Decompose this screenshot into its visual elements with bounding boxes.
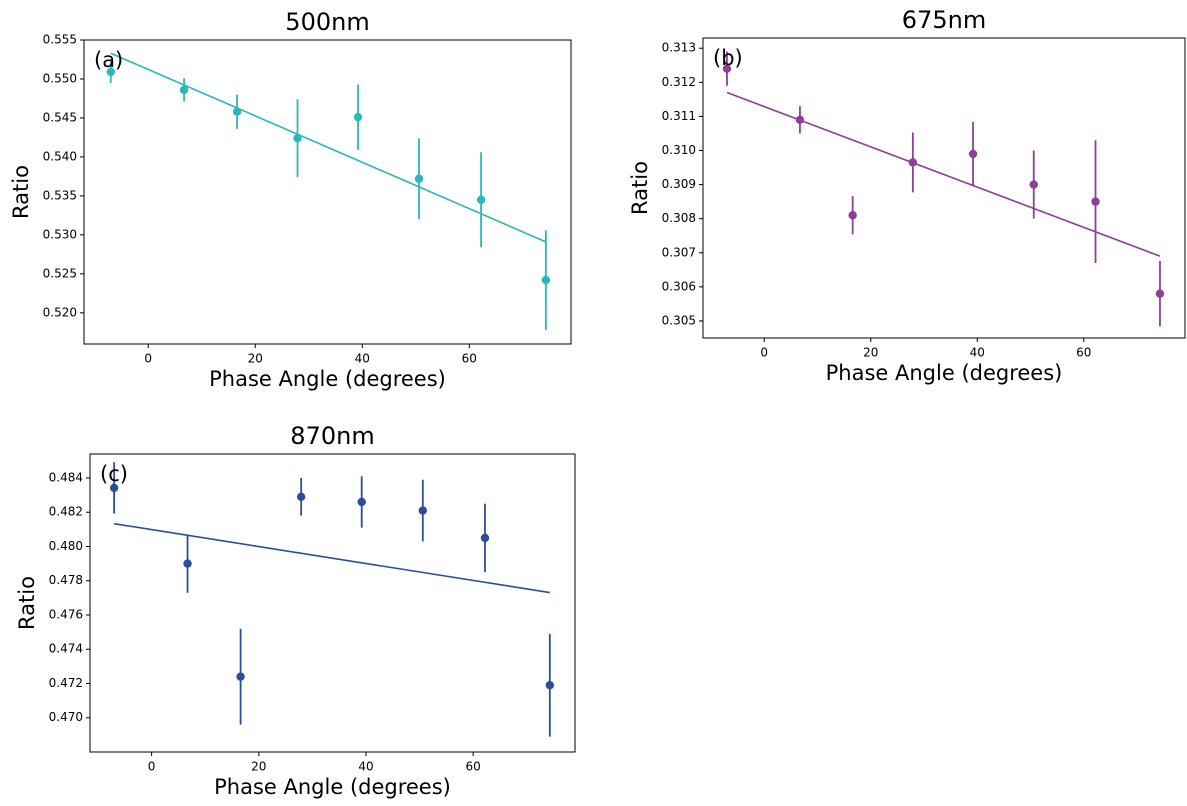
data-point [109,483,119,493]
y-tick-label: 0.482 [49,505,83,519]
y-tick-label: 0.474 [49,642,83,656]
x-tick-label: 20 [251,760,266,774]
data-point [414,174,424,183]
data-point [232,107,242,116]
panel-annotation: (c) [100,462,128,486]
data-point [1155,289,1165,298]
y-tick-label: 0.310 [662,143,696,157]
data-point [418,506,428,515]
data-point [848,211,857,220]
y-tick-label: 0.520 [43,305,77,319]
data-point [908,158,918,167]
y-tick-label: 0.308 [662,211,696,225]
data-point [795,115,805,125]
data-point [545,681,555,690]
data-point [476,195,486,204]
data-point [722,64,732,73]
x-tick-label: 40 [970,346,985,360]
y-tick-label: 0.540 [43,149,77,163]
data-point [357,497,366,507]
y-tick-label: 0.555 [43,33,77,47]
x-tick-label: 40 [358,760,373,774]
y-tick-label: 0.525 [43,266,77,280]
data-point [480,533,490,543]
y-tick-label: 0.484 [49,470,83,484]
x-tick-label: 0 [760,346,768,360]
plot-area [702,37,1186,339]
data-point [296,492,306,502]
y-tick-label: 0.470 [49,710,83,724]
x-tick-label: 60 [1076,346,1091,360]
panel-annotation: (a) [94,48,123,72]
plot-area [89,453,576,753]
x-tick-label: 40 [355,352,370,366]
y-tick-label: 0.478 [49,573,83,587]
x-tick-label: 60 [462,352,477,366]
y-axis-label: Ratio [9,165,33,219]
data-point [236,672,245,681]
y-tick-label: 0.550 [43,71,77,85]
data-point [106,67,115,77]
y-tick-label: 0.305 [662,313,696,327]
data-point [968,149,978,159]
y-tick-label: 0.472 [49,676,83,690]
panel-annotation: (b) [713,46,743,70]
x-axis-label: Phase Angle (degrees) [826,361,1063,385]
data-point [183,559,192,568]
y-tick-label: 0.480 [49,539,83,553]
data-point [1091,197,1100,206]
data-point [293,134,302,143]
y-axis-label: Ratio [15,576,39,630]
y-tick-label: 0.545 [43,110,77,124]
y-tick-label: 0.530 [43,227,77,241]
x-tick-label: 20 [863,346,878,360]
y-axis-label: Ratio [628,161,652,215]
y-tick-label: 0.312 [662,75,696,89]
y-tick-label: 0.311 [662,109,696,123]
x-tick-label: 0 [144,352,152,366]
data-point [1029,180,1038,189]
y-tick-label: 0.535 [43,188,77,202]
y-tick-label: 0.476 [49,607,83,621]
y-tick-label: 0.309 [662,177,696,191]
data-point [353,112,363,122]
chart-title: 675nm [902,6,986,34]
x-axis-label: Phase Angle (degrees) [209,367,446,391]
plot-area [83,39,572,345]
data-point [541,275,551,285]
x-axis-label: Phase Angle (degrees) [214,775,451,799]
data-point [179,85,189,95]
x-tick-label: 0 [148,760,156,774]
chart-title: 500nm [285,8,369,36]
chart-title: 870nm [290,422,374,450]
y-tick-label: 0.313 [662,41,696,55]
y-tick-label: 0.306 [662,279,696,293]
x-tick-label: 60 [466,760,481,774]
x-tick-label: 20 [248,352,263,366]
y-tick-label: 0.307 [662,245,696,259]
